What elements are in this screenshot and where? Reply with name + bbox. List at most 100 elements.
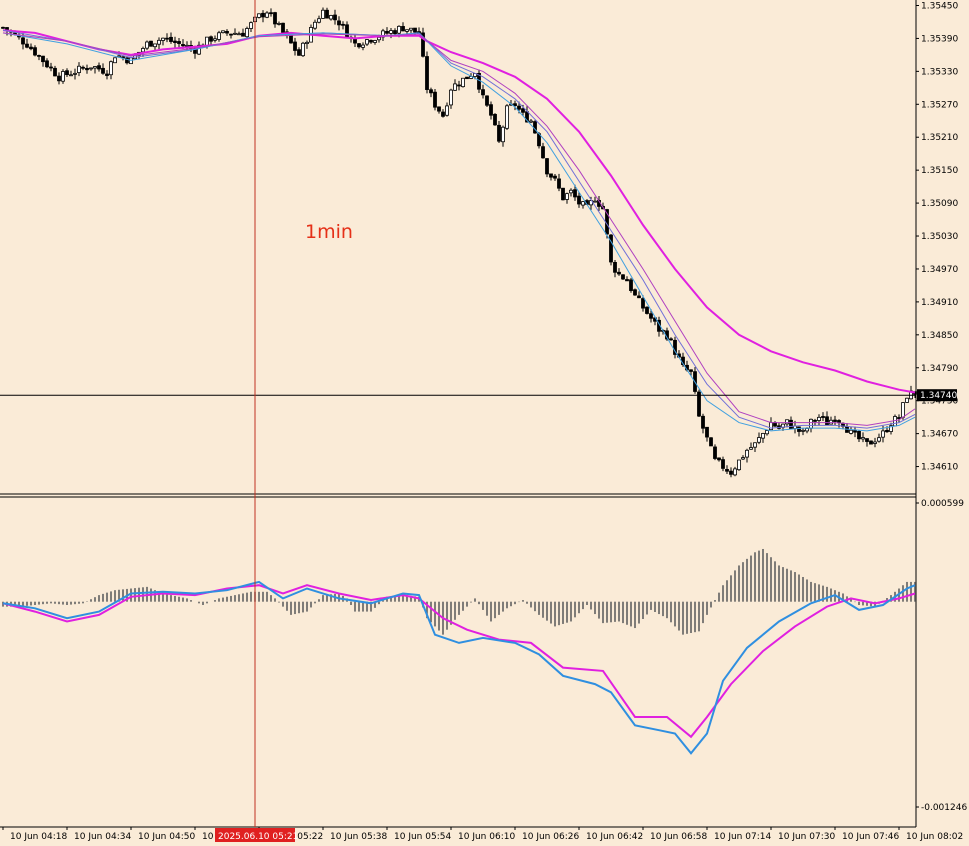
crosshair-time-label: 2025.06.10 05:21 [218,832,298,842]
bull-candle [77,65,81,73]
bear-candle [825,416,829,426]
bear-candle [369,39,373,43]
bear-candle [725,468,729,472]
bear-candle [669,338,673,341]
bear-candle [645,306,649,314]
bull-candle [141,48,145,53]
bull-candle [785,419,789,425]
oscillator-tick-label: 0.000599 [921,499,964,509]
bull-candle [197,44,201,55]
bear-candle [65,70,69,76]
bear-candle [149,40,153,47]
bull-candle [593,200,597,203]
bear-candle [673,339,677,355]
bear-candle [837,420,841,424]
bear-candle [433,91,437,108]
bull-candle [877,437,881,442]
crosshair-time-badge [215,828,295,842]
bear-candle [401,26,405,32]
bull-candle [737,459,741,471]
bull-candle [769,422,773,431]
bear-candle [173,40,177,43]
time-tick-label: 10 Jun 07:46 [842,832,899,842]
price-tick-label: 1.35270 [921,100,958,110]
bull-candle [529,120,533,123]
bull-candle [93,66,97,69]
moving-average-fast-3 [2,32,916,426]
bull-candle [389,30,393,34]
bear-candle [85,67,89,71]
time-tick-label: 10 Jun 07:14 [714,832,771,842]
time-tick-label: 10 Jun 06:58 [650,832,707,842]
bear-candle [689,369,693,372]
bear-candle [57,75,61,82]
oscillator-signal-line [2,584,916,739]
bull-candle [69,74,73,77]
bear-candle [105,73,109,76]
bear-candle [821,416,825,418]
bull-candle [849,429,853,434]
bear-candle [617,271,621,275]
bear-candle [333,14,337,21]
bear-candle [717,457,721,461]
bear-candle [25,43,29,48]
bear-candle [281,22,285,33]
bear-candle [261,12,265,18]
price-tick-label: 1.34970 [921,265,958,275]
bear-candle [697,391,701,417]
bear-candle [345,24,349,38]
bull-candle [569,189,573,194]
bull-candle [445,105,449,116]
bull-candle [213,38,217,41]
bull-candle [453,83,457,91]
bear-candle [709,437,713,447]
bear-candle [853,430,857,433]
bear-candle [357,43,361,48]
bull-candle [277,22,281,25]
bear-candle [701,415,705,429]
bull-candle [901,402,905,418]
bear-candle [385,31,389,34]
time-tick-label: 10 Jun 04:50 [138,832,195,842]
bull-candle [217,32,221,40]
bear-candle [1,26,5,29]
bear-candle [629,279,633,291]
bull-candle [237,33,241,36]
bear-candle [21,37,25,45]
bull-candle [565,193,569,200]
bear-candle [481,89,485,96]
bear-candle [225,30,229,34]
moving-average-fast-2 [2,32,916,432]
bull-candle [761,433,765,439]
price-tick-label: 1.34790 [921,364,958,374]
bull-candle [145,41,149,49]
price-tick-label: 1.34730 [921,397,958,407]
bear-candle [497,124,501,142]
bear-candle [441,111,445,117]
bear-candle [41,55,45,63]
time-tick-label: 10 Jun 06:42 [586,832,643,842]
bull-candle [505,105,509,129]
bear-candle [37,55,41,57]
price-tick-label: 1.35450 [921,1,958,11]
bear-candle [573,189,577,198]
bull-candle [741,457,745,460]
bull-candle [109,61,113,76]
bull-candle [905,397,909,403]
bear-candle [613,261,617,273]
oscillator-histogram [2,548,916,635]
bull-candle [373,40,377,43]
bear-candle [865,438,869,442]
bear-candle [29,46,33,50]
bull-candle [265,12,269,18]
bull-candle [233,32,237,35]
bear-candle [649,313,653,319]
bull-candle [365,39,369,45]
bull-candle [765,430,769,435]
bear-candle [897,417,901,419]
bull-candle [257,13,261,18]
